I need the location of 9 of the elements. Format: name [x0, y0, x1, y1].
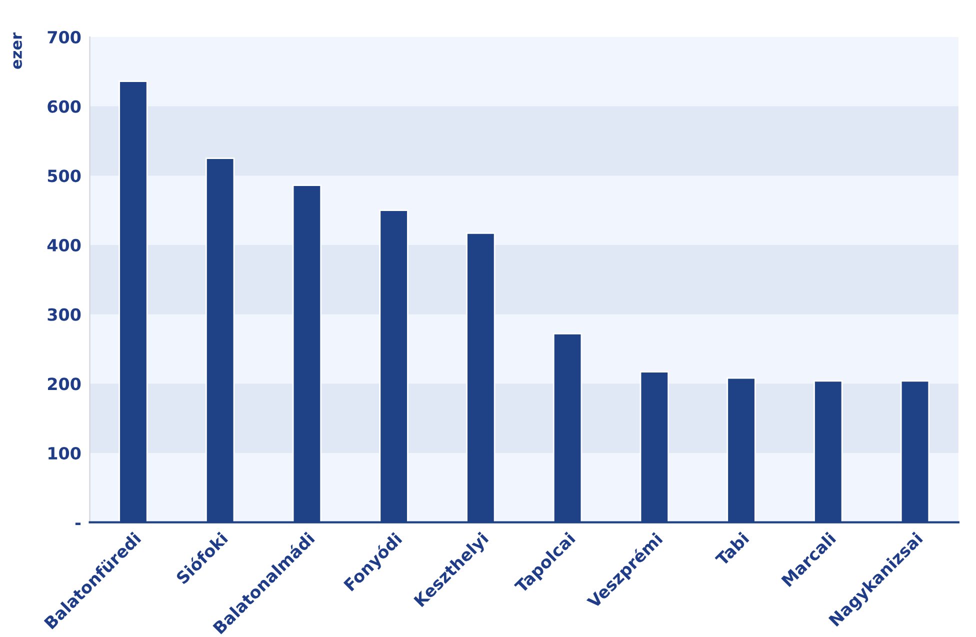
y-tick-label: 700 [48, 30, 81, 44]
y-tick-label: 400 [47, 238, 81, 252]
y-tick-label: 300 [48, 308, 81, 321]
y-tick-label: 600 [48, 100, 81, 113]
y-tick-label: 200 [48, 378, 81, 390]
y-tick-label: 100 [48, 446, 81, 460]
y-tick-label: - [75, 522, 81, 526]
y-axis-title: ezer [13, 32, 22, 69]
y-tick-label: 500 [48, 170, 81, 182]
